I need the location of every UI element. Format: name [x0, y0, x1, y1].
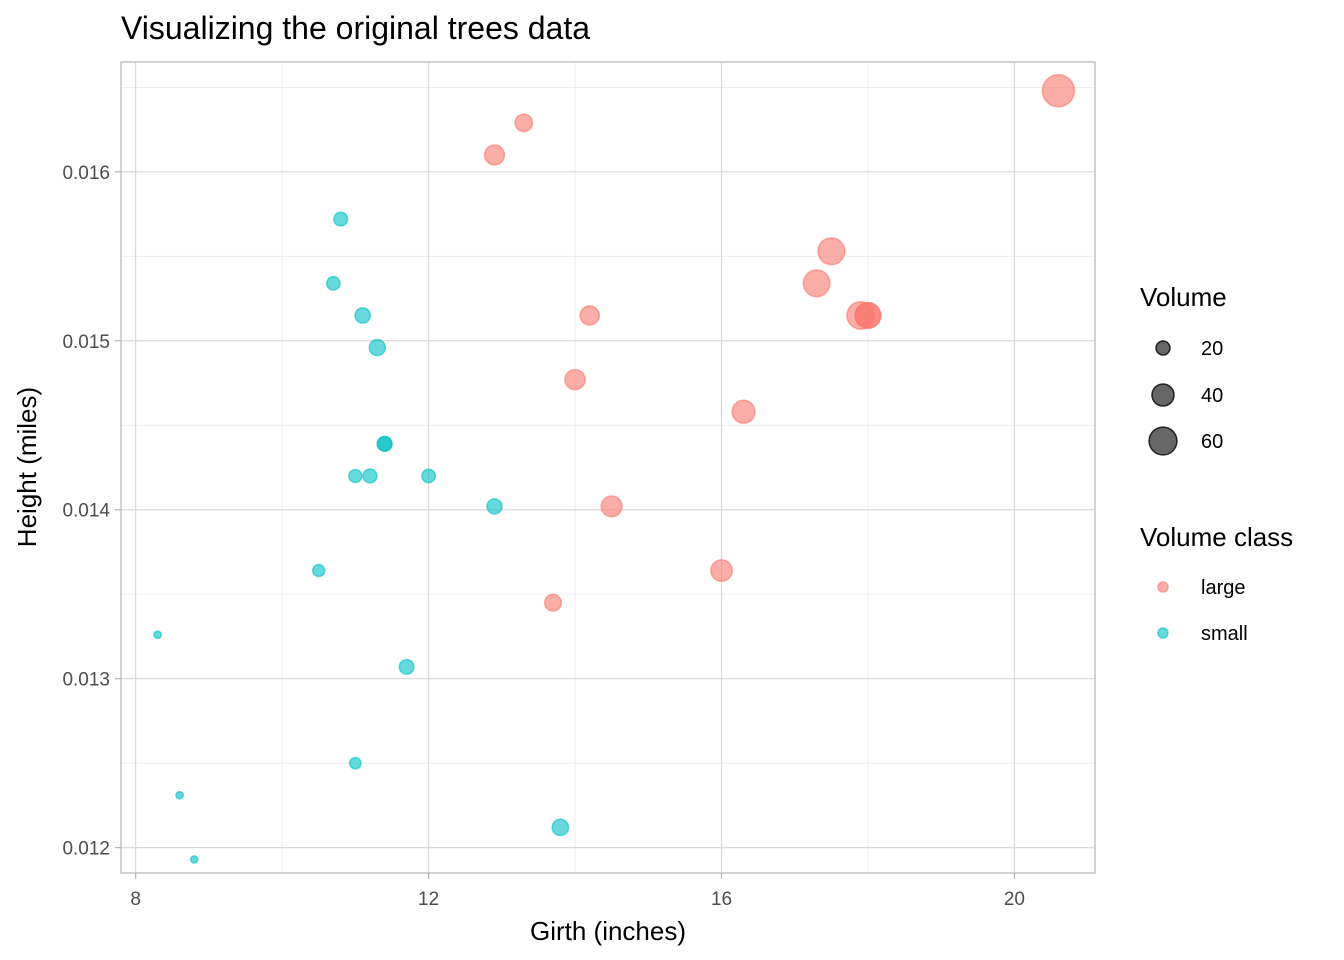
- y-tick-label: 0.012: [62, 839, 110, 860]
- data-point-large: [802, 269, 831, 298]
- data-point-large: [1041, 73, 1076, 108]
- plot-panel-border: [120, 61, 1096, 874]
- x-tick-label: 16: [711, 889, 732, 910]
- data-point-large: [854, 301, 882, 329]
- color-legend-key: [1157, 627, 1169, 639]
- size-legend-label: 40: [1201, 385, 1223, 407]
- data-point-large: [514, 113, 534, 133]
- data-points: [153, 73, 1076, 864]
- data-point-small: [486, 498, 503, 515]
- data-point-large: [543, 593, 563, 612]
- size-legend-title: Volume: [1140, 282, 1227, 312]
- data-point-small: [348, 756, 362, 770]
- x-axis-title: Girth (inches): [530, 916, 686, 946]
- color-legend-key: [1157, 581, 1169, 593]
- data-point-small: [362, 468, 378, 484]
- size-legend-key: [1151, 383, 1175, 407]
- data-point-small: [333, 211, 349, 227]
- data-point-small: [189, 855, 199, 864]
- data-point-small: [376, 435, 393, 452]
- x-tick-label: 12: [418, 889, 439, 910]
- y-axis-ticks: 0.012 0.013 0.014 0.015 0.016: [62, 163, 121, 860]
- data-point-large: [731, 399, 756, 424]
- color-legend: Volume class large small: [1140, 522, 1293, 645]
- data-point-small: [325, 275, 341, 291]
- size-legend: Volume 20 40 60: [1140, 282, 1227, 456]
- size-legend-key: [1155, 340, 1171, 356]
- data-point-small: [348, 468, 363, 484]
- y-tick-label: 0.016: [62, 163, 110, 184]
- chart-title: Visualizing the original trees data: [121, 10, 590, 46]
- data-point-small: [312, 563, 326, 578]
- data-point-large: [579, 305, 600, 326]
- major-gridlines: [121, 62, 1095, 873]
- y-tick-label: 0.014: [62, 501, 110, 522]
- data-point-large: [564, 368, 586, 391]
- data-point-large: [817, 237, 846, 266]
- color-legend-title: Volume class: [1140, 522, 1293, 552]
- y-tick-label: 0.015: [62, 332, 110, 353]
- data-point-small: [153, 630, 163, 640]
- y-axis-title: Height (miles): [12, 387, 42, 547]
- x-tick-label: 20: [1004, 889, 1025, 910]
- color-legend-label: large: [1201, 577, 1245, 599]
- y-tick-label: 0.013: [62, 670, 110, 691]
- data-point-large: [710, 559, 733, 583]
- size-legend-key: [1148, 426, 1178, 456]
- data-point-small: [421, 468, 437, 484]
- size-legend-label: 60: [1201, 431, 1223, 453]
- data-point-large: [600, 495, 623, 518]
- minor-gridlines: [121, 62, 1095, 873]
- x-axis-ticks: 8 12 16 20: [130, 873, 1025, 910]
- data-point-small: [551, 818, 570, 837]
- data-point-small: [398, 658, 415, 675]
- data-point-small: [175, 790, 184, 800]
- color-legend-label: small: [1201, 623, 1248, 645]
- x-tick-label: 8: [130, 889, 141, 910]
- size-legend-label: 20: [1201, 338, 1223, 360]
- data-point-small: [354, 307, 372, 324]
- data-point-large: [483, 144, 506, 166]
- data-point-small: [368, 338, 387, 357]
